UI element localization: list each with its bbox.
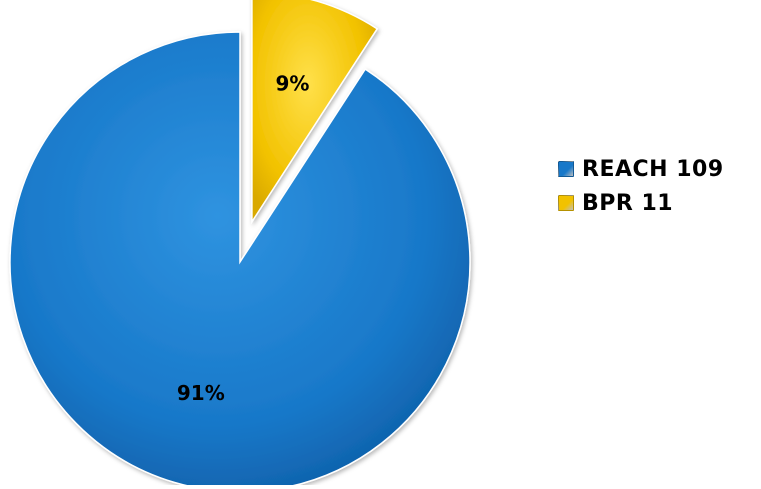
data-label-reach: 91% — [177, 381, 225, 405]
data-label-bpr: 9% — [275, 72, 309, 96]
pie-slice-reach — [9, 31, 471, 489]
legend-label-bpr: BPR 11 — [582, 190, 674, 216]
legend-swatch-reach — [558, 161, 574, 177]
legend-item-reach: REACH 109 — [558, 155, 724, 183]
legend-swatch-bpr — [558, 195, 574, 211]
chart-legend: REACH 109 BPR 11 — [558, 155, 724, 217]
legend-label-reach: REACH 109 — [582, 156, 724, 182]
legend-item-bpr: BPR 11 — [558, 189, 724, 217]
pie-slice-bpr — [251, 0, 379, 225]
